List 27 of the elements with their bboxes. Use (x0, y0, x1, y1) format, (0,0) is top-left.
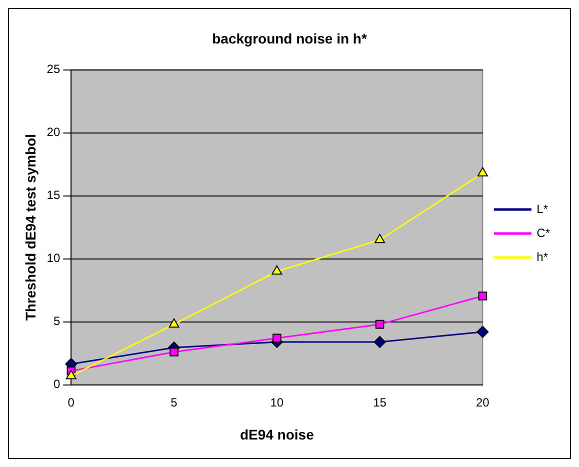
y-tick-label: 20 (46, 125, 60, 140)
chart-title: background noise in h* (212, 30, 368, 46)
x-tick-label: 10 (270, 395, 284, 410)
legend-label: L* (536, 202, 548, 216)
y-tick-label: 0 (53, 377, 60, 392)
point (272, 334, 282, 343)
point (168, 318, 180, 328)
x-axis-title: dE94 noise (240, 426, 314, 442)
x-tick-label: 20 (476, 395, 490, 410)
point (477, 167, 488, 176)
y-tick-label: 15 (46, 188, 60, 202)
point (374, 234, 386, 244)
point (375, 320, 384, 329)
point (476, 326, 489, 338)
y-axis-title: Threshold dE94 test symbol (22, 134, 38, 321)
point (374, 336, 386, 348)
y-tick-label: 5 (53, 314, 60, 328)
x-tick-label: 15 (373, 395, 387, 410)
y-tick-label: 25 (46, 62, 60, 76)
legend-label: h* (536, 250, 548, 264)
y-tick-label: 10 (46, 251, 60, 266)
point (272, 265, 282, 275)
point (170, 348, 178, 356)
legend-label: C* (536, 226, 550, 240)
x-tick-label: 0 (68, 395, 75, 410)
point (478, 292, 488, 300)
x-tick-label: 5 (170, 395, 178, 410)
